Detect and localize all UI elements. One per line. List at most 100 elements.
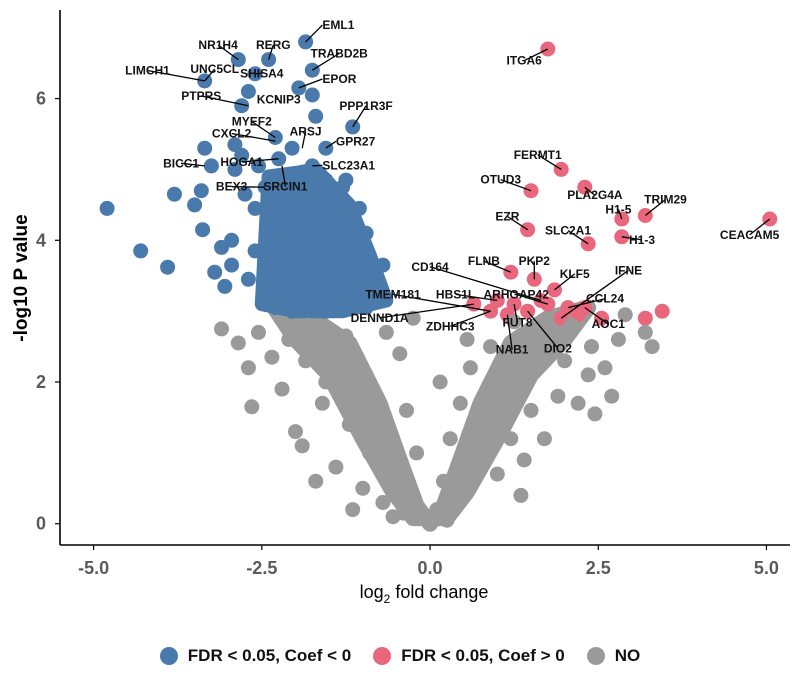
gene-label: ZDHHC3	[426, 319, 475, 333]
label-leader-line	[567, 230, 589, 245]
label-leader-line	[267, 44, 274, 60]
legend-label-up: FDR < 0.05, Coef > 0	[401, 646, 565, 665]
point-down	[166, 186, 182, 202]
gene-label: KCNIP3	[257, 93, 301, 107]
gene-label: UNC5CL	[190, 62, 239, 76]
gene-label: FLNB	[468, 254, 500, 268]
gene-label: CEACAM5	[720, 228, 780, 242]
point-ns	[368, 388, 384, 404]
gene-label: NAB1	[496, 343, 529, 357]
gene-label: CXCL2	[212, 127, 252, 141]
gene-label: BEX3	[216, 180, 248, 194]
point-down	[224, 232, 240, 248]
point-ns	[489, 466, 505, 482]
gene-label: PPP1R3F	[339, 99, 392, 113]
point-ns	[584, 339, 599, 355]
point-down	[227, 137, 243, 153]
point-down	[240, 84, 256, 99]
point-down	[358, 225, 374, 241]
point-down	[234, 98, 250, 114]
point-ns	[335, 367, 351, 383]
label-leader-line	[392, 293, 491, 312]
point-up	[637, 310, 653, 326]
point-ns	[388, 466, 404, 482]
point-ns	[301, 317, 317, 333]
legend-item-ns: NO	[586, 646, 641, 666]
gene-label: DENND1A	[351, 311, 409, 325]
gene-labels: EML1 NR1H4 RERG TRABD2B LIMCH1 UNC5CL SHISA4 EP…	[125, 18, 779, 357]
label-leader-line	[379, 303, 474, 319]
gene-label: ARHGAP42	[484, 287, 550, 301]
label-leader-line	[305, 24, 323, 43]
legend-label-ns: NO	[614, 646, 641, 665]
point-ns	[214, 321, 229, 337]
point-down	[224, 257, 240, 273]
legend-swatch-down	[159, 647, 178, 665]
label-leader-line	[449, 310, 491, 327]
point-ns	[298, 353, 314, 369]
point-ns	[476, 410, 492, 425]
point-down	[197, 140, 213, 156]
point-ns	[523, 402, 539, 418]
point-down	[311, 254, 327, 270]
point-down	[318, 172, 334, 188]
gene-label: SRCIN1	[263, 180, 307, 194]
point-down	[99, 200, 115, 216]
point-ns	[240, 360, 256, 376]
label-leader-line	[644, 198, 666, 217]
gene-label: EPOR	[322, 72, 356, 86]
point-down	[247, 200, 263, 216]
label-leader-line	[516, 293, 548, 305]
point-down	[291, 247, 307, 262]
label-leader-line	[513, 303, 519, 323]
gene-label: NR1H4	[198, 38, 238, 52]
point-ns	[637, 324, 653, 340]
point-down	[187, 197, 203, 213]
label-leader-line	[483, 260, 512, 273]
point-ns	[288, 424, 303, 440]
y-tick-label: 2	[36, 372, 46, 392]
point-down	[267, 300, 283, 316]
point-down	[217, 278, 233, 294]
label-leader-line	[147, 69, 205, 82]
point-down	[195, 222, 211, 238]
point-ns	[617, 307, 633, 323]
point-ns	[385, 509, 401, 525]
label-leader-line	[500, 178, 532, 192]
point-down	[351, 200, 367, 216]
gene-label: SHISA4	[240, 66, 284, 80]
point-down	[338, 172, 354, 188]
label-leader-line	[749, 218, 771, 236]
point-ns	[446, 495, 462, 510]
gene-label: BICC1	[163, 156, 199, 170]
point-ns	[375, 495, 391, 510]
point-down	[288, 183, 303, 199]
gene-label: KLF5	[560, 267, 590, 281]
label-leader-line	[523, 48, 549, 62]
point-ns	[580, 367, 596, 383]
point-ns	[563, 317, 579, 333]
point-down	[274, 197, 290, 213]
gene-label: PKP2	[519, 254, 551, 268]
point-ns	[382, 424, 398, 440]
gene-label: FUT8	[503, 316, 533, 330]
gene-label: H1-3	[629, 233, 655, 247]
label-leader-line	[560, 269, 629, 319]
gene-label: ARSJ	[290, 124, 322, 138]
legend: FDR < 0.05, Coef < 0 FDR < 0.05, Coef > …	[0, 646, 800, 666]
label-leader-line	[241, 158, 279, 163]
point-down	[193, 183, 209, 199]
gene-label: HOGA1	[220, 155, 263, 169]
label-leader-line	[312, 164, 323, 167]
point-down	[375, 257, 391, 273]
label-leader-line	[537, 154, 562, 170]
point-ns	[510, 346, 525, 362]
label-leader-line	[554, 273, 576, 291]
y-tick-label: 4	[36, 230, 46, 250]
gene-label: RERG	[256, 38, 291, 52]
legend-swatch-up	[373, 647, 392, 665]
label-leader-line	[217, 44, 239, 61]
legend-item-up: FDR < 0.05, Coef > 0	[373, 646, 565, 666]
point-ns	[557, 353, 573, 369]
point-down	[277, 215, 293, 231]
